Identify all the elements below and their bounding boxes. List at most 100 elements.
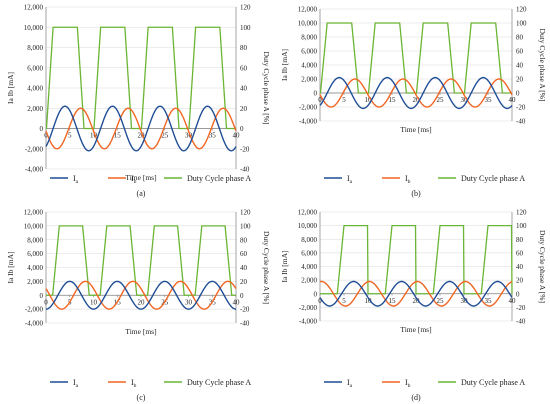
y-tick-label: 6,000	[27, 250, 43, 258]
y2-tick-label: 20	[516, 76, 524, 84]
y2-tick-label: 80	[516, 34, 524, 42]
x-tick-label: 25	[437, 96, 445, 104]
y2-tick-label: 40	[516, 263, 524, 271]
x-tick-label: 30	[185, 132, 193, 140]
x-tick-label: 5	[342, 297, 346, 305]
legend-label: Ia	[347, 378, 353, 389]
y2-tick-label: 80	[240, 44, 248, 52]
y2-tick-label: 40	[240, 85, 248, 93]
y2-tick-label: -40	[516, 318, 526, 326]
x-tick-label: 15	[389, 297, 397, 305]
y2-tick-label: -40	[516, 118, 526, 126]
y-tick-label: 4,000	[27, 85, 43, 93]
x-tick-label: 20	[413, 297, 421, 305]
legend-label: Duty Cycle phase A	[187, 174, 251, 183]
y-tick-label: 12,000	[24, 4, 44, 12]
y-tick-label: 4,000	[27, 264, 43, 272]
y-axis-title: Ia Ib [mA]	[280, 250, 289, 282]
y2-tick-label: -20	[240, 145, 250, 153]
chart-panel-b: -4,000-2,00002,0004,0006,0008,00010,0001…	[280, 6, 547, 199]
y-tick-label: 12,000	[298, 6, 318, 14]
legend-label: Duty Cycle phase A	[461, 174, 525, 183]
y-tick-label: 2,000	[301, 277, 317, 285]
y2-tick-label: 40	[240, 264, 248, 272]
x-tick-label: 40	[233, 132, 241, 140]
y2-axis-title: Duty Cycle phase A [%]	[262, 52, 271, 125]
y2-tick-label: 80	[240, 236, 248, 244]
x-tick-label: 15	[114, 132, 122, 140]
x-tick-label: 35	[485, 297, 493, 305]
y-tick-label: 8,000	[27, 236, 43, 244]
y-tick-label: -4,000	[299, 318, 318, 326]
x-axis-title: Time [ms]	[125, 327, 156, 336]
x-tick-label: 35	[485, 96, 493, 104]
y-tick-label: -2,000	[25, 145, 44, 153]
y2-tick-label: 80	[516, 236, 524, 244]
series-line-duty-cycle	[45, 26, 236, 130]
y-tick-label: 12,000	[298, 209, 318, 217]
x-axis-title: Time [ms]	[400, 125, 431, 134]
y-tick-label: 2,000	[27, 105, 43, 113]
subfigure-label: (a)	[137, 189, 146, 198]
x-tick-label: 0	[44, 132, 48, 140]
series-line-duty-cycle	[319, 22, 512, 94]
x-tick-label: 30	[185, 298, 193, 306]
y2-tick-label: 0	[516, 290, 520, 298]
x-tick-label: 5	[342, 96, 346, 104]
x-tick-label: 40	[233, 298, 241, 306]
x-tick-label: 10	[90, 132, 98, 140]
x-tick-label: 0	[318, 297, 322, 305]
y2-tick-label: 100	[240, 24, 251, 32]
chart-panel-d: -4,000-2,00002,0004,0006,0008,00010,0001…	[280, 209, 547, 403]
y-tick-label: 6,000	[301, 249, 317, 257]
x-tick-label: 30	[461, 297, 469, 305]
y2-tick-label: 0	[240, 125, 244, 133]
x-axis-title: Time [ms]	[125, 173, 156, 182]
series-line-ia	[319, 280, 513, 307]
y-axis-title: Ia Ib [mA]	[280, 49, 289, 81]
y-tick-label: -4,000	[25, 320, 44, 328]
y-tick-label: 12,000	[24, 209, 44, 217]
x-tick-label: 20	[138, 132, 146, 140]
subfigure-label: (c)	[137, 393, 146, 402]
x-tick-label: 25	[161, 132, 169, 140]
y2-tick-label: 0	[240, 292, 244, 300]
y2-tick-label: -20	[240, 306, 250, 314]
y2-tick-label: 20	[240, 105, 248, 113]
y2-tick-label: 120	[516, 6, 527, 14]
legend-label: Ib	[131, 378, 137, 389]
y2-tick-label: -40	[240, 320, 250, 328]
subfigure-label: (b)	[411, 189, 421, 198]
x-tick-label: 25	[437, 297, 445, 305]
legend-label: Ia	[347, 174, 353, 185]
y2-tick-label: 40	[516, 62, 524, 70]
legend-label: Ia	[73, 378, 79, 389]
x-tick-label: 30	[461, 96, 469, 104]
series-line-ia	[45, 105, 237, 152]
y2-tick-label: 100	[240, 222, 251, 230]
y2-tick-label: -20	[516, 104, 526, 112]
subfigure-label: (d)	[411, 393, 421, 402]
y2-tick-label: -40	[240, 166, 250, 174]
y2-tick-label: 100	[516, 222, 527, 230]
series-line-duty-cycle	[46, 225, 236, 296]
y-tick-label: -4,000	[25, 166, 44, 174]
x-tick-label: 15	[389, 96, 397, 104]
x-tick-label: 5	[68, 132, 72, 140]
y-tick-label: -4,000	[299, 118, 318, 126]
legend-label: Ib	[131, 174, 137, 185]
y2-tick-label: 60	[516, 48, 524, 56]
y-tick-label: 2,000	[301, 76, 317, 84]
legend-label: Ia	[73, 174, 79, 185]
x-tick-label: 10	[90, 298, 98, 306]
series-line-ib	[45, 107, 237, 150]
legend-label: Ib	[405, 174, 411, 185]
y-tick-label: 8,000	[27, 44, 43, 52]
y2-tick-label: 60	[516, 249, 524, 257]
y-tick-label: 10,000	[24, 222, 44, 230]
y2-tick-label: 20	[240, 278, 248, 286]
y-tick-label: 0	[314, 90, 318, 98]
y-tick-label: 0	[40, 125, 44, 133]
y2-tick-label: 120	[240, 209, 251, 217]
